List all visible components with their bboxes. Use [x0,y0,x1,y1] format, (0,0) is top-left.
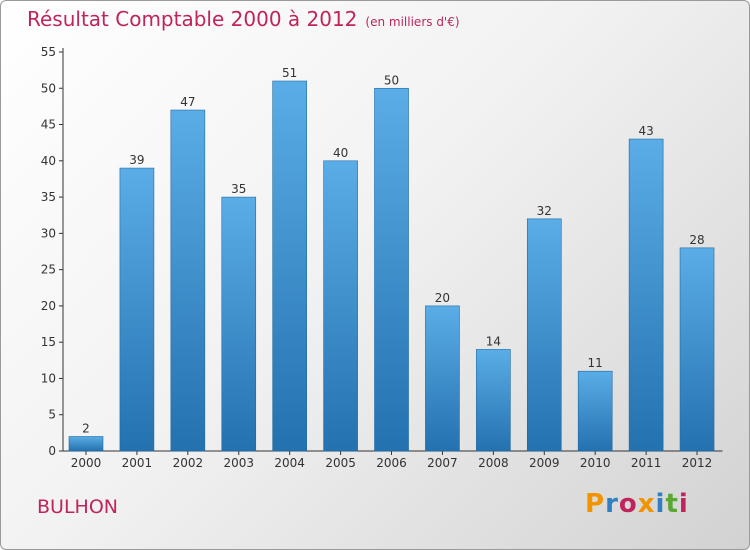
data-label-2003: 35 [231,182,246,196]
x-tick-label: 2002 [173,456,204,470]
logo-letter: i [678,489,689,519]
y-tick-label: 10 [41,371,56,385]
bar-2005 [323,160,358,452]
y-tick-label: 50 [41,81,56,95]
chart-title-unit: (en milliers d'€) [365,15,460,29]
bar-2004 [272,80,307,452]
chart-title-main: Résultat Comptable 2000 à 2012 [27,7,358,31]
y-tick-label: 30 [41,226,56,240]
data-label-2006: 50 [384,73,399,87]
bar-2012 [679,247,715,452]
data-labels: 2 39 47 35 51 40 50 20 14 32 11 43 28 [82,66,705,435]
y-tick-label: 45 [41,118,56,132]
x-tick-label: 2012 [682,456,713,470]
y-tick-label: 20 [41,299,56,313]
y-tick-label: 55 [41,45,56,59]
bar-2000 [68,436,104,452]
proxiti-logo[interactable]: Proxiti [585,489,689,519]
y-tick-label: 0 [48,444,56,458]
x-tick-label: 2008 [478,456,509,470]
bar-2007 [425,305,460,452]
x-tick-label: 2006 [376,456,407,470]
bar-2001 [119,167,155,452]
data-label-2009: 32 [537,204,552,218]
bar-2011 [628,138,664,452]
x-tick-label: 2001 [122,456,153,470]
bar-2002 [170,109,206,452]
y-tick-label: 5 [48,408,56,422]
data-label-2000: 2 [82,421,90,435]
bar-2003 [221,196,257,452]
bar-2006 [374,87,409,452]
data-label-2012: 28 [689,233,704,247]
logo-letter: t [665,489,679,519]
x-tick-label: 2003 [223,456,254,470]
x-tick-label: 2009 [529,456,560,470]
y-tick-label: 15 [41,335,56,349]
x-tick-label: 2010 [580,456,611,470]
bars [68,80,715,452]
bar-2009 [526,218,562,452]
y-axis: 0 5 10 15 20 25 30 35 40 45 50 55 [41,45,64,458]
logo-letter: o [618,489,638,519]
x-tick-label: 2007 [427,456,458,470]
data-label-2001: 39 [129,153,144,167]
y-tick-label: 35 [41,190,56,204]
data-label-2007: 20 [435,291,450,305]
data-label-2002: 47 [180,95,195,109]
y-tick-label: 40 [41,154,56,168]
logo-letter: x [637,489,656,519]
data-label-2011: 43 [638,124,653,138]
chart-title: Résultat Comptable 2000 à 2012 (en millie… [27,7,460,31]
logo-letter: r [605,489,619,519]
logo-letter: i [655,489,666,519]
x-axis: 2000 2001 2002 2003 2004 2005 2006 2007 2008 2009… [63,450,723,470]
data-label-2005: 40 [333,146,348,160]
y-tick-label: 25 [41,263,56,277]
logo-letter: P [585,489,606,519]
data-label-2004: 51 [282,66,297,80]
bar-2008 [476,349,511,452]
data-label-2008: 14 [486,334,501,348]
x-tick-label: 2004 [274,456,305,470]
x-tick-label: 2000 [71,456,102,470]
x-tick-label: 2011 [631,456,662,470]
x-tick-label: 2005 [325,456,356,470]
bar-2010 [577,370,613,452]
data-label-2010: 11 [588,356,603,370]
commune-name: BULHON [37,496,118,518]
